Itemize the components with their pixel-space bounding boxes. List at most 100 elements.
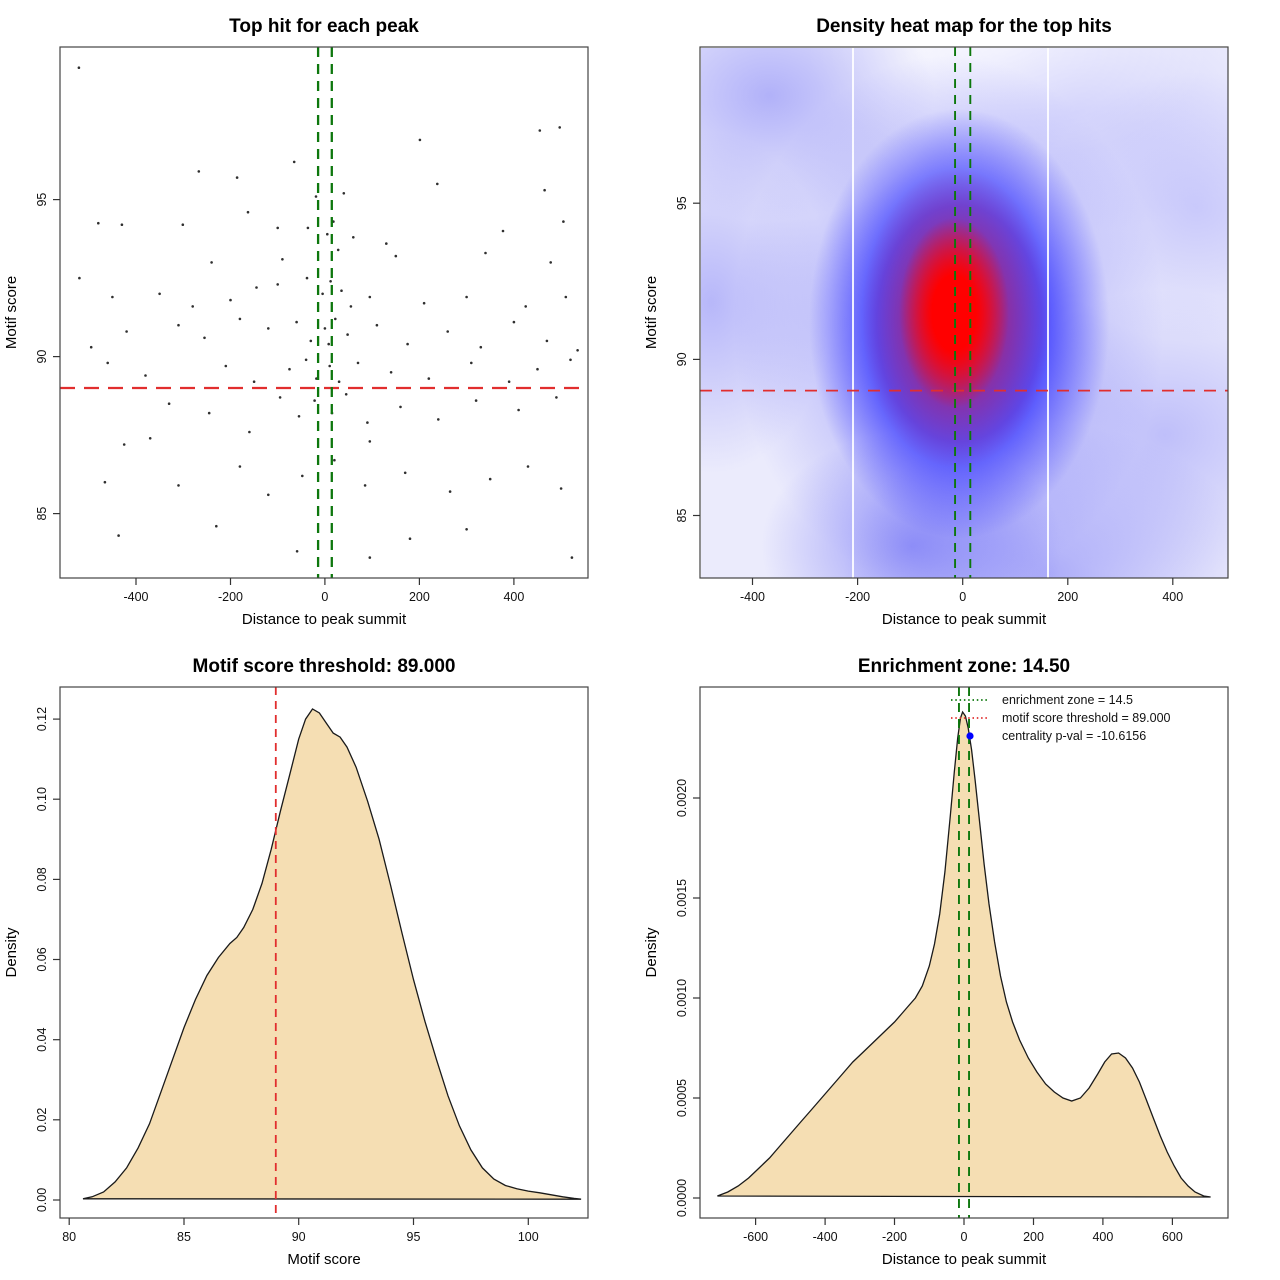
- x-axis-label: Distance to peak summit: [242, 611, 407, 628]
- scatter-point: [235, 176, 239, 179]
- scatter-point: [329, 280, 332, 283]
- scatter-point: [406, 342, 409, 346]
- scatter-point: [78, 276, 81, 280]
- x-tick-label: 0: [959, 590, 966, 604]
- scatter-point: [207, 411, 211, 415]
- scatter-point: [288, 367, 291, 371]
- x-tick-label: -200: [882, 1230, 907, 1244]
- scatter-point: [229, 298, 232, 302]
- panel-top-hits-scatter: Top hit for each peak -400 -200 0 200 400 85 9…: [0, 0, 640, 640]
- scatter-point: [210, 261, 213, 264]
- x-tick-label: 400: [1162, 590, 1183, 604]
- scatter-point: [484, 251, 487, 255]
- y-tick-label: 0.00: [35, 1188, 49, 1212]
- scatter-point: [385, 242, 388, 245]
- scatter-point: [356, 361, 360, 365]
- x-tick-label: 80: [62, 1230, 76, 1244]
- scatter-point: [267, 493, 270, 497]
- scatter-point: [549, 261, 552, 264]
- scatter-point: [418, 138, 422, 142]
- plot-box: [59, 46, 589, 579]
- scatter-point: [306, 226, 310, 230]
- legend-label: centrality p-val = -10.6156: [1002, 729, 1146, 743]
- scatter-point: [422, 301, 426, 305]
- y-tick-label: 95: [675, 196, 689, 210]
- x-tick-label: -400: [740, 590, 765, 604]
- scatter-point: [297, 415, 301, 418]
- scatter-point: [403, 471, 407, 475]
- scatter-point: [576, 349, 579, 352]
- x-tick-label: 600: [1162, 1230, 1183, 1244]
- x-tick-label: 85: [177, 1230, 191, 1244]
- scatter-point: [479, 345, 483, 349]
- scatter-point: [524, 305, 527, 308]
- scatter-point: [559, 487, 563, 490]
- scatter-point: [543, 188, 546, 192]
- scatter-point: [238, 465, 242, 468]
- scatter-point: [349, 305, 353, 308]
- y-axis-label: Density: [643, 927, 660, 978]
- scatter-point: [512, 320, 516, 324]
- y-tick-label: 85: [675, 509, 689, 523]
- scatter-point: [255, 286, 258, 289]
- plot-box: [59, 686, 589, 1219]
- density-plot-summit-distance: -600 -400 -200 0 200 400 600 0.0000 0.0005 0.0010…: [643, 686, 1229, 1268]
- scatter-point: [125, 330, 128, 333]
- panel-density-heatmap: Density heat map for the top hits -400 -2…: [640, 0, 1280, 640]
- scatter-point: [327, 342, 331, 346]
- x-tick-label: 90: [292, 1230, 306, 1244]
- scatter-point: [538, 129, 542, 132]
- y-tick-label: 0.0015: [675, 879, 689, 917]
- scatter-point: [465, 528, 468, 531]
- scatter-point: [191, 305, 194, 308]
- x-tick-label: 200: [1023, 1230, 1044, 1244]
- scatter-point: [555, 396, 558, 399]
- scatter-point: [117, 534, 120, 537]
- x-tick-label: -400: [123, 590, 148, 604]
- scatter-point: [304, 358, 308, 362]
- scatter-point: [281, 258, 284, 261]
- scatter-point: [177, 484, 180, 487]
- scatter-point: [366, 421, 369, 424]
- density-curve: [717, 710, 1211, 1198]
- x-tick-label: -600: [743, 1230, 768, 1244]
- x-tick-label: 400: [1092, 1230, 1113, 1244]
- scatter-point: [111, 295, 114, 299]
- heatmap-plot: -400 -200 0 200 400 85 90 95 Distance to peak su…: [643, 46, 1229, 628]
- scatter-point: [375, 323, 379, 327]
- x-axis-label: Distance to peak summit: [882, 1251, 1047, 1268]
- scatter-point: [517, 408, 520, 412]
- panel-summit-distance-density: Enrichment zone: 14.50 -600 -400 -200 0 200 4…: [640, 640, 1280, 1280]
- y-tick-label: 0.0020: [675, 779, 689, 817]
- density-plot-motif-score: 80 85 90 95 100 0.00 0.02 0.04 0.06 0.08 0.10 0.12 M…: [3, 686, 589, 1268]
- scatter-point: [488, 477, 492, 481]
- legend-label: enrichment zone = 14.5: [1002, 693, 1133, 707]
- scatter-point: [507, 380, 511, 384]
- scatter-point: [106, 361, 109, 365]
- y-tick-label: 0.08: [35, 867, 49, 891]
- y-tick-label: 0.0000: [675, 1179, 689, 1217]
- heatmap-white-gridline: [1047, 48, 1049, 578]
- scatter-point: [276, 226, 280, 230]
- scatter-point: [368, 440, 372, 443]
- scatter-point: [564, 295, 568, 299]
- scatter-point: [465, 295, 468, 299]
- x-tick-label: 400: [503, 590, 524, 604]
- y-tick-label: 0.06: [35, 947, 49, 971]
- scatter-point: [323, 327, 327, 330]
- scatter-point: [389, 371, 393, 374]
- plot-box: [699, 46, 1229, 579]
- x-tick-label: -400: [813, 1230, 838, 1244]
- scatter-point: [181, 223, 185, 226]
- scatter-point: [278, 396, 282, 399]
- scatter-point: [295, 320, 298, 324]
- y-tick-label: 0.04: [35, 1027, 49, 1051]
- x-tick-label: 200: [409, 590, 430, 604]
- x-tick-label: -200: [218, 590, 243, 604]
- scatter-point: [436, 182, 439, 186]
- scatter-point: [309, 339, 313, 343]
- scatter-point: [305, 276, 309, 280]
- panel-title: Top hit for each peak: [229, 16, 419, 37]
- scatter-point: [276, 283, 280, 286]
- scatter-point: [448, 490, 452, 493]
